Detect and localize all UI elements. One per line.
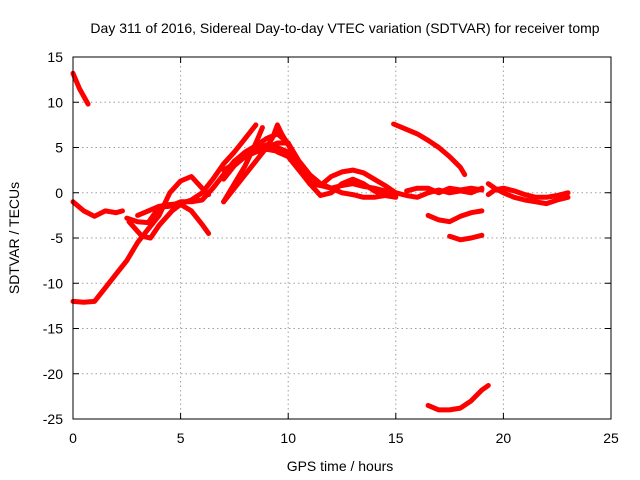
x-tick-label: 15 <box>388 430 404 446</box>
x-tick-label: 25 <box>603 430 619 446</box>
x-tick-label: 5 <box>177 430 185 446</box>
y-tick-label: -15 <box>43 321 63 337</box>
plot-frame <box>72 56 612 420</box>
x-tick-label: 10 <box>280 430 296 446</box>
y-tick-label: 0 <box>55 185 63 201</box>
y-axis-label: SDTVAR / TECUs <box>6 182 22 294</box>
series-line-arc-p <box>447 232 485 243</box>
series-line-arc-m <box>391 121 468 178</box>
grid <box>73 57 611 419</box>
y-tick-label: -10 <box>43 275 63 291</box>
x-tick-label: 0 <box>69 430 77 446</box>
series-line-arc-j <box>221 122 298 205</box>
series-line-arc-e <box>126 202 212 241</box>
series-line-arc-f <box>135 122 259 218</box>
data-series <box>70 70 571 413</box>
series-line-arc-l <box>274 149 399 200</box>
y-tick-label: -20 <box>43 366 63 382</box>
series-line-arc-n <box>404 185 485 196</box>
axes-ticks: 0 5 10 15 20 25 -25 -20 -15 -10 -5 0 5 10 15 <box>43 49 619 446</box>
series-line-arc-k <box>221 125 265 205</box>
series-line-arc-q <box>425 383 491 413</box>
series-line-arc-o <box>425 208 485 225</box>
y-tick-label: 10 <box>47 94 63 110</box>
y-tick-label: 5 <box>55 140 63 156</box>
x-axis-label: GPS time / hours <box>287 458 394 474</box>
y-tick-label: -25 <box>43 411 63 427</box>
series-line-arc-b <box>70 199 125 219</box>
y-tick-label: 15 <box>47 49 63 65</box>
x-tick-label: 20 <box>496 430 512 446</box>
series-line-arc-a <box>70 70 91 107</box>
series-line-arc-s <box>485 185 571 200</box>
chart-title: Day 311 of 2016, Sidereal Day-to-day VTE… <box>90 20 599 36</box>
y-tick-label: -5 <box>51 230 64 246</box>
